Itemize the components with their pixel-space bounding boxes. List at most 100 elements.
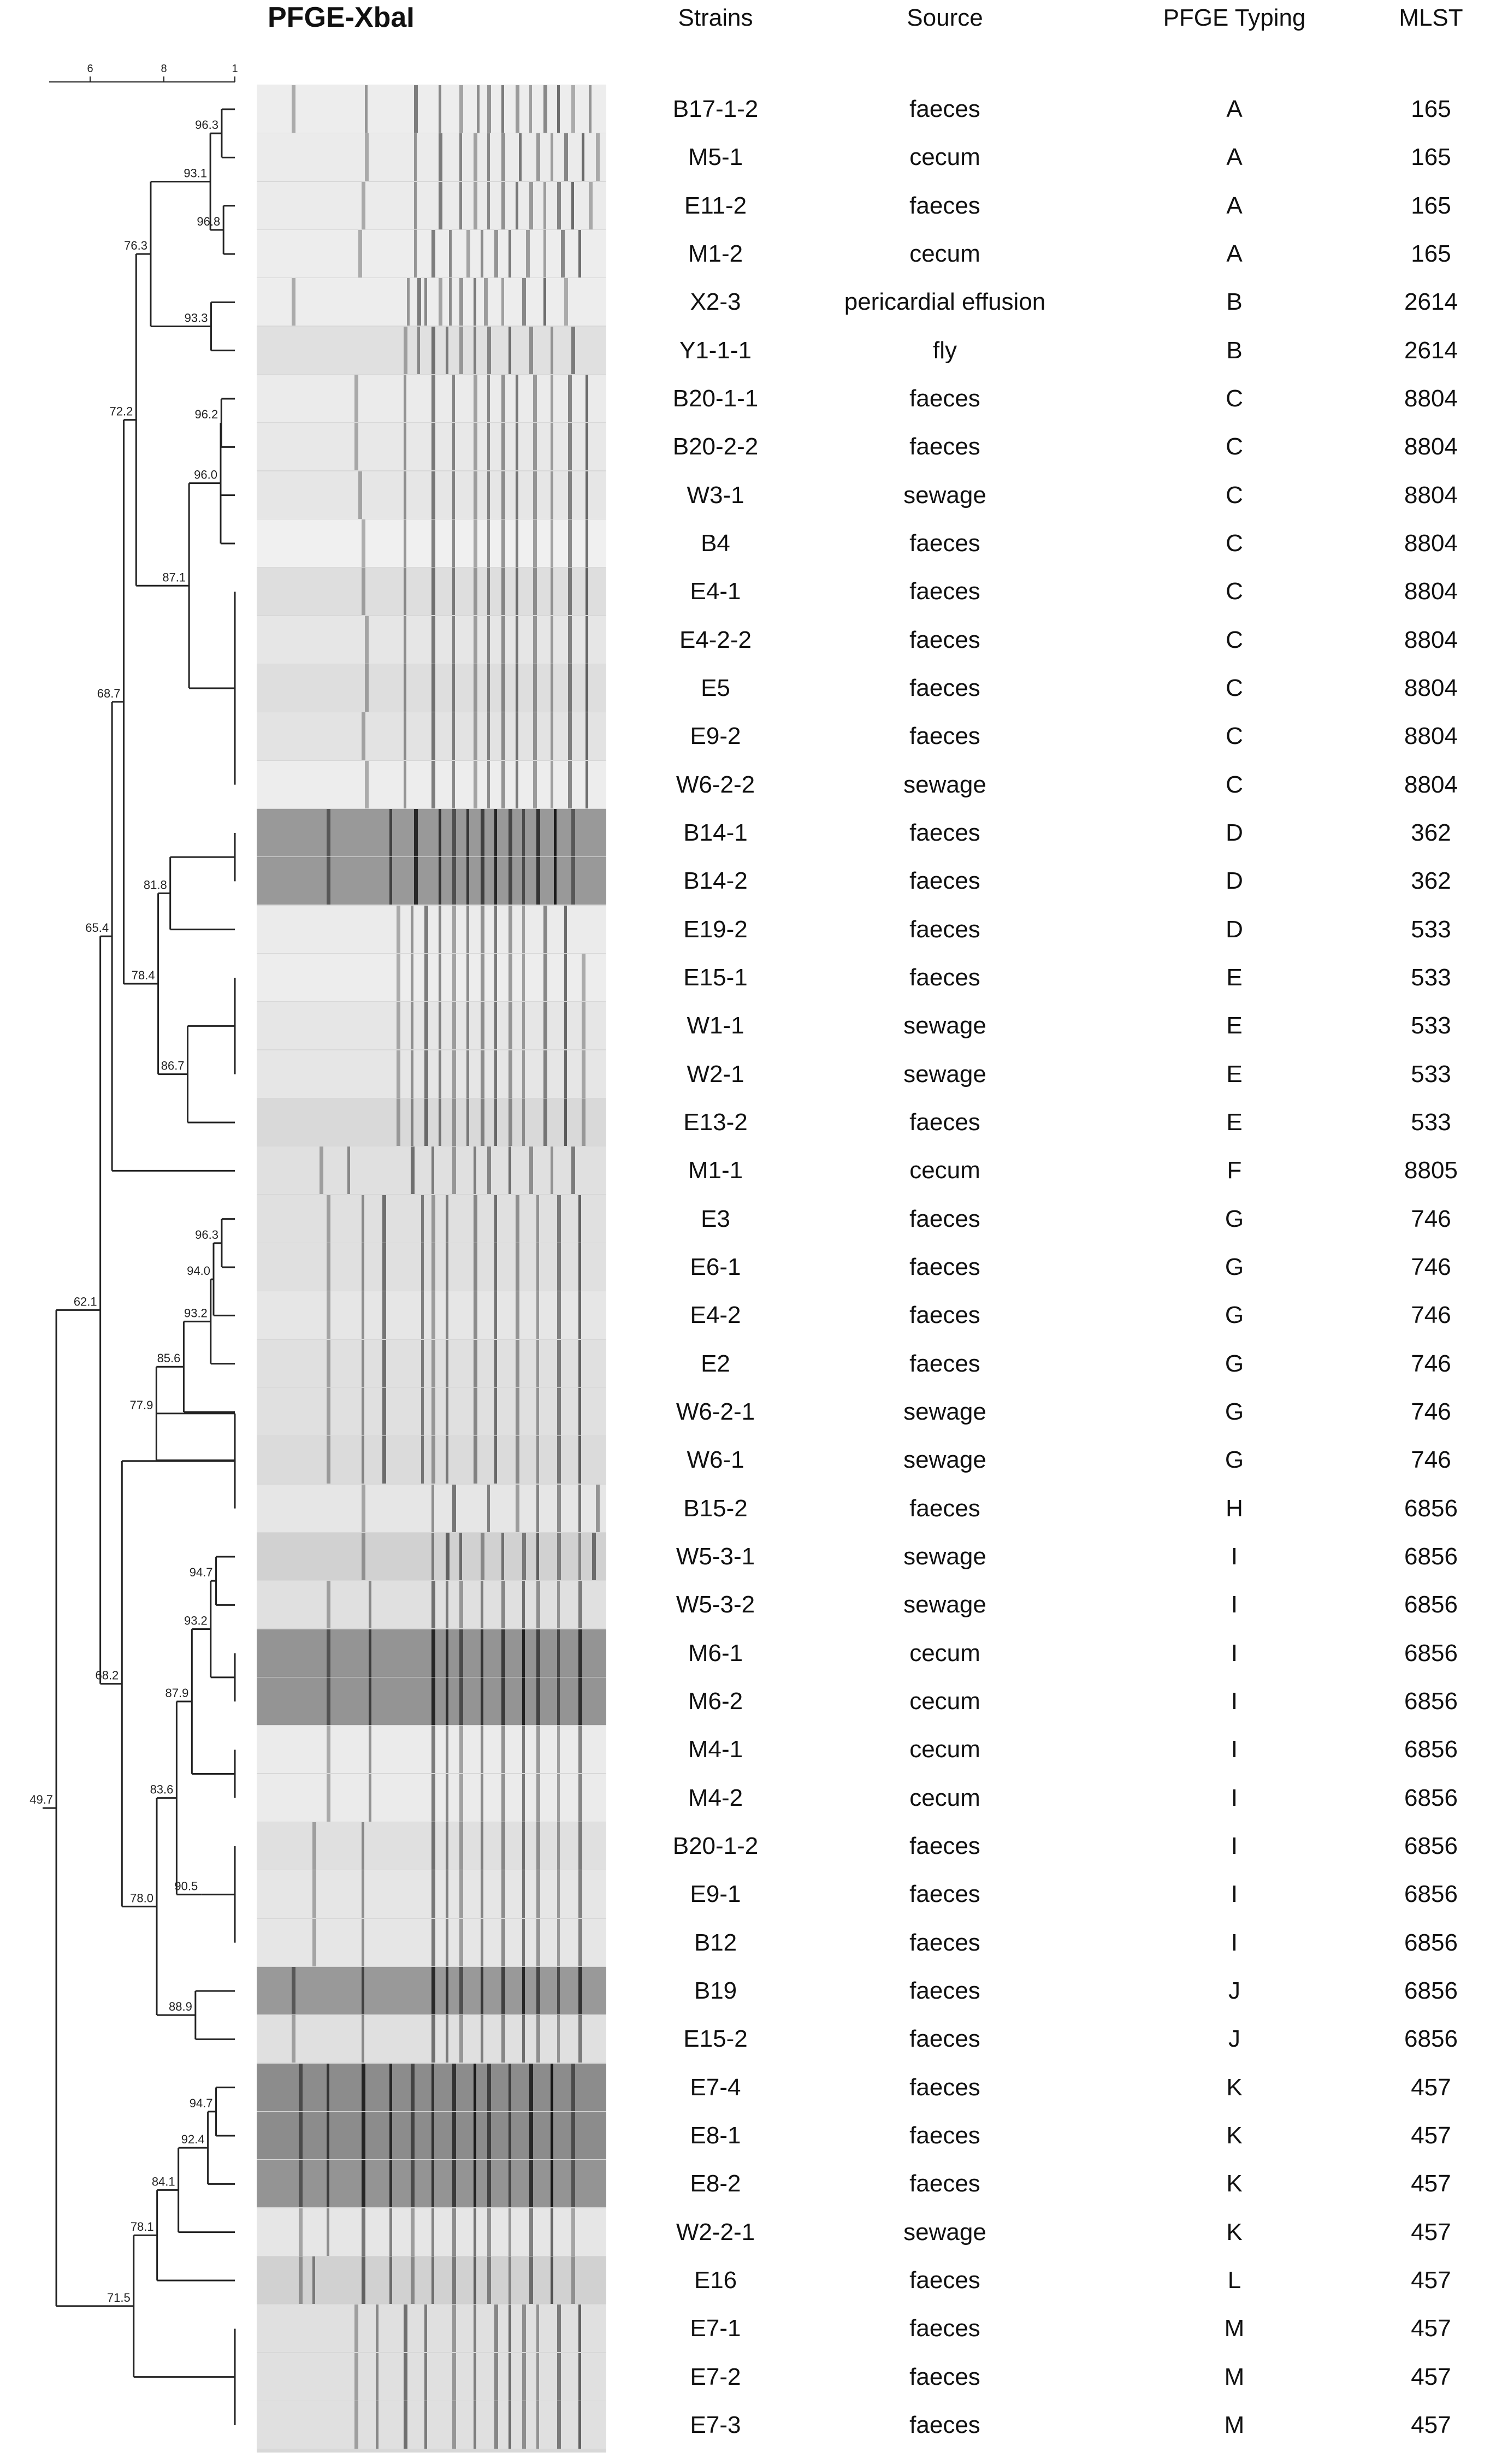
mlst-cell: 457 xyxy=(1411,2073,1451,2101)
gel-band xyxy=(481,905,484,953)
gel-lane xyxy=(257,1677,606,1725)
gel-band xyxy=(592,1533,596,1580)
gel-band xyxy=(362,2208,365,2256)
gel-band xyxy=(452,375,455,422)
gel-band xyxy=(582,1002,586,1050)
gel-lane xyxy=(257,857,606,905)
gel-band xyxy=(578,1918,582,1966)
gel-band xyxy=(564,278,568,326)
gel-band xyxy=(404,2401,407,2449)
gel-band xyxy=(446,1339,448,1387)
gel-band xyxy=(369,1677,371,1725)
gel-band xyxy=(411,954,413,1001)
source-cell: sewage xyxy=(903,1398,986,1425)
gel-band xyxy=(519,133,522,181)
gel-band xyxy=(354,375,358,422)
gel-band xyxy=(439,1002,441,1050)
gel-band xyxy=(494,1002,497,1050)
gel-lane xyxy=(257,1774,606,1822)
gel-band xyxy=(292,2015,295,2063)
source-cell: cecum xyxy=(909,1157,980,1184)
strain-cell: B20-1-2 xyxy=(672,1833,759,1859)
gel-band xyxy=(327,1291,330,1339)
gel-band xyxy=(439,85,441,133)
gel-band xyxy=(533,664,537,712)
gel-band xyxy=(578,2015,582,2063)
gel-band xyxy=(452,423,455,471)
gel-band xyxy=(474,568,477,616)
gel-band xyxy=(508,1050,512,1098)
gel-band xyxy=(397,1050,400,1098)
gel-band xyxy=(586,568,588,616)
gel-band xyxy=(449,278,452,326)
gel-band xyxy=(494,1339,497,1387)
gel-band xyxy=(568,568,572,616)
gel-lane xyxy=(257,2256,606,2304)
strain-cell: E3 xyxy=(701,1205,730,1232)
gel-band xyxy=(431,1677,435,1725)
gel-band xyxy=(404,2353,407,2401)
similarity-label: 68.7 xyxy=(97,687,121,700)
gel-band xyxy=(522,2401,526,2449)
source-cell: faeces xyxy=(909,675,980,701)
source-cell: cecum xyxy=(909,1784,980,1811)
strain-cell: E19-2 xyxy=(683,915,748,943)
strain-cell: E2 xyxy=(701,1350,730,1377)
gel-band xyxy=(431,2208,434,2256)
gel-band xyxy=(582,1098,586,1146)
gel-band xyxy=(431,568,435,616)
strain-cell: W5-3-2 xyxy=(676,1591,755,1618)
pfge-type-cell: A xyxy=(1226,96,1243,122)
similarity-label: 72.2 xyxy=(109,405,133,418)
gel-band xyxy=(389,809,392,856)
source-cell: faeces xyxy=(909,192,980,219)
gel-band xyxy=(417,278,421,326)
gel-band xyxy=(452,1050,456,1098)
gel-band xyxy=(536,2401,539,2449)
source-cell: faeces xyxy=(909,385,980,412)
mlst-cell: 457 xyxy=(1411,2170,1451,2197)
mlst-cell: 362 xyxy=(1411,867,1451,895)
gel-band xyxy=(431,2015,435,2063)
similarity-label: 86.7 xyxy=(161,1059,185,1073)
source-cell: cecum xyxy=(909,240,980,267)
gel-lane xyxy=(257,181,606,229)
strain-cell: W1-1 xyxy=(687,1012,744,1039)
source-cell: sewage xyxy=(903,1591,986,1618)
gel-band xyxy=(474,2208,476,2256)
gel-lane xyxy=(257,664,606,712)
gel-band xyxy=(536,1436,539,1484)
gel-band xyxy=(501,664,505,712)
pfge-type-cell: I xyxy=(1231,1929,1238,1956)
gel-lane xyxy=(257,1291,606,1339)
gel-band xyxy=(424,1050,428,1098)
gel-band xyxy=(494,1291,497,1339)
strain-cell: B17-1-2 xyxy=(672,96,759,122)
gel-band xyxy=(431,519,435,567)
gel-band xyxy=(439,857,441,905)
gel-band xyxy=(536,2353,539,2401)
gel-band xyxy=(292,1967,295,2014)
strain-cell: E9-2 xyxy=(690,723,741,750)
gel-band xyxy=(424,2353,427,2401)
mlst-cell: 8804 xyxy=(1404,530,1458,557)
gel-band xyxy=(466,230,470,277)
gel-band xyxy=(571,85,575,133)
gel-band xyxy=(431,2063,434,2111)
gel-band xyxy=(474,2063,476,2111)
gel-band xyxy=(529,2112,533,2159)
source-cell: sewage xyxy=(903,481,986,509)
pfge-type-cell: D xyxy=(1226,867,1243,895)
gel-band xyxy=(487,85,491,133)
gel-band xyxy=(466,1050,469,1098)
gel-band xyxy=(494,954,497,1001)
gel-band xyxy=(481,809,484,856)
strain-cell: B14-2 xyxy=(683,867,748,895)
gel-band xyxy=(452,712,455,760)
mlst-cell: 6856 xyxy=(1404,1881,1458,1908)
gel-band xyxy=(487,1147,491,1195)
gel-band xyxy=(452,471,455,519)
source-cell: sewage xyxy=(903,1060,986,1088)
gel-band xyxy=(487,1484,490,1532)
mlst-cell: 746 xyxy=(1411,1254,1451,1280)
